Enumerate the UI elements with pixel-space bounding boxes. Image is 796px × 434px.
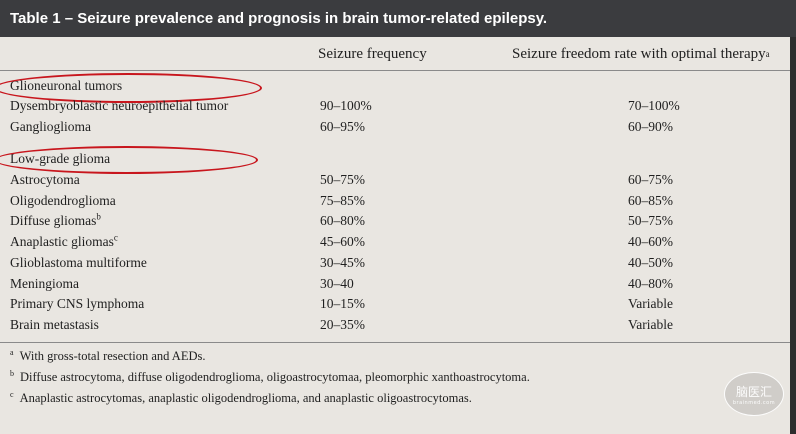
row-frequency: 20–35%: [320, 317, 365, 332]
header-freedom-text: Seizure freedom rate with optimal therap…: [512, 45, 766, 62]
row-frequency: 60–80%: [320, 213, 365, 228]
row-freedom: 40–60%: [628, 234, 673, 249]
footnote-mark: b: [10, 368, 14, 378]
footer-rule: [0, 342, 796, 343]
row-name-text: Diffuse gliomas: [10, 213, 97, 228]
table-row: Oligodendroglioma 75–85% 60–85%: [0, 191, 796, 211]
table-row: Anaplastic gliomasc 45–60% 40–60%: [0, 232, 796, 252]
row-frequency: 75–85%: [320, 193, 365, 208]
table-row: Glioblastoma multiforme 30–45% 40–50%: [0, 253, 796, 273]
row-name: Dysembryoblastic neuroepithelial tumor: [10, 98, 229, 113]
highlight-oval-glioneuronal: [0, 73, 262, 103]
footnote-text: Diffuse astrocytoma, diffuse oligodendro…: [20, 370, 530, 384]
row-frequency: 45–60%: [320, 234, 365, 249]
row-frequency: 30–40: [320, 276, 354, 291]
row-name: Astrocytoma: [10, 172, 80, 187]
row-freedom: Variable: [628, 296, 673, 311]
table-row: Primary CNS lymphoma 10–15% Variable: [0, 294, 796, 314]
header-rule: [0, 70, 796, 71]
row-frequency: 50–75%: [320, 172, 365, 187]
header-frequency-text: Seizure frequency: [318, 45, 427, 62]
watermark-text: 脑医汇: [735, 384, 772, 399]
table-row: Ganglioglioma 60–95% 60–90%: [0, 117, 796, 137]
row-footnote-mark: b: [96, 211, 101, 222]
header-seizure-freedom: Seizure freedom rate with optimal therap…: [512, 45, 770, 62]
row-frequency: 30–45%: [320, 255, 365, 270]
row-freedom: Variable: [628, 317, 673, 332]
footnote-c: c Anaplastic astrocytomas, anaplastic oli…: [10, 389, 472, 406]
row-freedom: 60–90%: [628, 119, 673, 134]
row-name: Oligodendroglioma: [10, 193, 116, 208]
right-edge: [790, 37, 796, 434]
row-name: Diffuse gliomasb: [10, 211, 101, 229]
footnote-b: b Diffuse astrocytoma, diffuse oligodendr…: [10, 368, 530, 385]
row-freedom: 40–50%: [628, 255, 673, 270]
row-frequency: 60–95%: [320, 119, 365, 134]
table-row: Diffuse gliomasb 60–80% 50–75%: [0, 211, 796, 231]
row-footnote-mark: c: [113, 232, 118, 243]
row-frequency: 10–15%: [320, 296, 365, 311]
footnote-mark: c: [10, 389, 14, 399]
row-name: Ganglioglioma: [10, 119, 91, 134]
footnote-a: a With gross-total resection and AEDs.: [10, 347, 206, 364]
row-frequency: 90–100%: [320, 98, 372, 113]
row-freedom: 50–75%: [628, 213, 673, 228]
footnote-text: With gross-total resection and AEDs.: [19, 349, 206, 363]
row-name: Meningioma: [10, 276, 79, 291]
row-name: Anaplastic gliomasc: [10, 232, 118, 250]
row-freedom: 60–85%: [628, 193, 673, 208]
table-row: Astrocytoma 50–75% 60–75%: [0, 170, 796, 190]
footnote-mark: a: [10, 347, 14, 357]
row-freedom: 70–100%: [628, 98, 680, 113]
table-row: Brain metastasis 20–35% Variable: [0, 315, 796, 335]
table-row: Dysembryoblastic neuroepithelial tumor 9…: [0, 96, 796, 116]
row-name-text: Anaplastic gliomas: [10, 234, 114, 249]
row-name: Glioblastoma multiforme: [10, 255, 147, 270]
row-freedom: 60–75%: [628, 172, 673, 187]
footnote-text: Anaplastic astrocytomas, anaplastic olig…: [19, 391, 472, 405]
watermark-sub: brainmed.com: [732, 399, 776, 406]
highlight-oval-low-grade: [0, 146, 258, 174]
row-freedom: 40–80%: [628, 276, 673, 291]
table-row: Meningioma 30–40 40–80%: [0, 274, 796, 294]
table-title: Table 1 – Seizure prevalence and prognos…: [0, 0, 796, 37]
watermark-logo: 脑医汇 brainmed.com: [724, 372, 784, 416]
header-seizure-frequency: Seizure frequency: [318, 40, 427, 68]
row-name: Primary CNS lymphoma: [10, 296, 145, 311]
row-name: Brain metastasis: [10, 317, 99, 332]
